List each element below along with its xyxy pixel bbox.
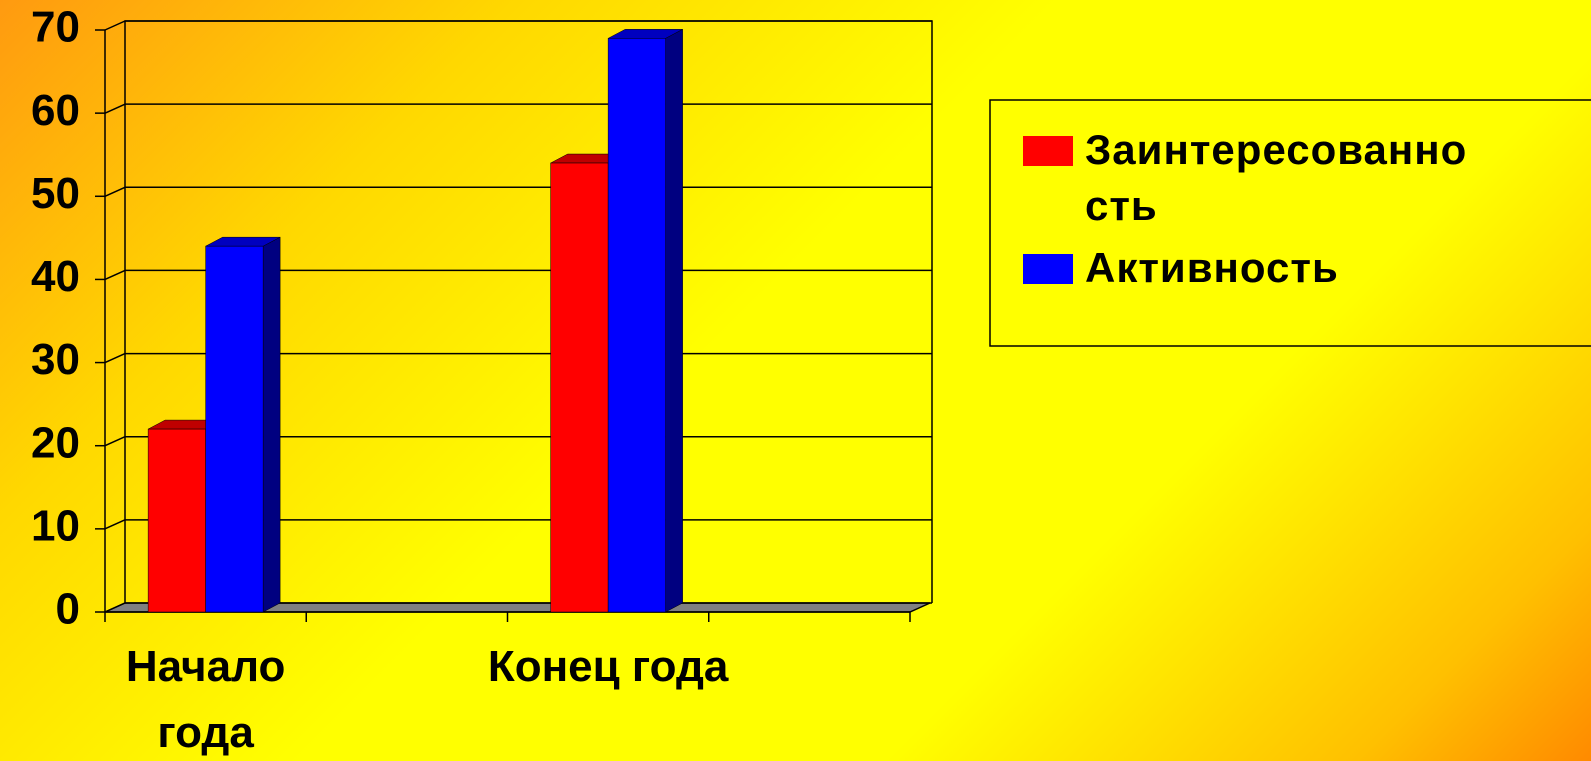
x-tick-label: Начало года bbox=[76, 634, 336, 761]
y-tick-label: 50 bbox=[31, 169, 80, 218]
bar bbox=[608, 38, 666, 612]
y-tick-label: 60 bbox=[31, 86, 80, 135]
legend-label: Заинтересованность bbox=[1085, 122, 1480, 234]
y-tick-label: 40 bbox=[31, 252, 80, 301]
x-tick-label-box: Конец года bbox=[478, 634, 738, 761]
legend-label-box: Активность bbox=[1085, 240, 1480, 370]
bar bbox=[551, 163, 609, 612]
legend-label: Активность bbox=[1085, 240, 1480, 296]
legend-swatch bbox=[1023, 136, 1073, 166]
bar bbox=[148, 429, 206, 612]
bar-side bbox=[666, 29, 683, 612]
legend-label-box: Заинтересованность bbox=[1085, 122, 1480, 252]
x-tick-label-box: Начало года bbox=[76, 634, 336, 761]
chart: 0 10 20 30 40 50 60 70 Начало года Конец года Заин… bbox=[0, 0, 1591, 761]
grid-line-side bbox=[105, 354, 125, 363]
grid-line-side bbox=[105, 187, 125, 196]
x-tick-label: Конец года bbox=[478, 634, 738, 700]
y-tick-label: 70 bbox=[31, 3, 80, 52]
y-tick-label: 20 bbox=[31, 418, 80, 467]
y-tick-label: 0 bbox=[56, 585, 80, 634]
grid-line-side bbox=[105, 21, 125, 30]
y-tick-label: 10 bbox=[31, 501, 80, 550]
y-tick-label: 30 bbox=[31, 335, 80, 384]
bar bbox=[206, 246, 264, 612]
grid-line-side bbox=[105, 520, 125, 529]
grid-line-side bbox=[105, 104, 125, 113]
grid-line-side bbox=[105, 437, 125, 446]
bar-side bbox=[263, 237, 280, 612]
legend-swatch bbox=[1023, 254, 1073, 284]
grid-line-side bbox=[105, 270, 125, 279]
